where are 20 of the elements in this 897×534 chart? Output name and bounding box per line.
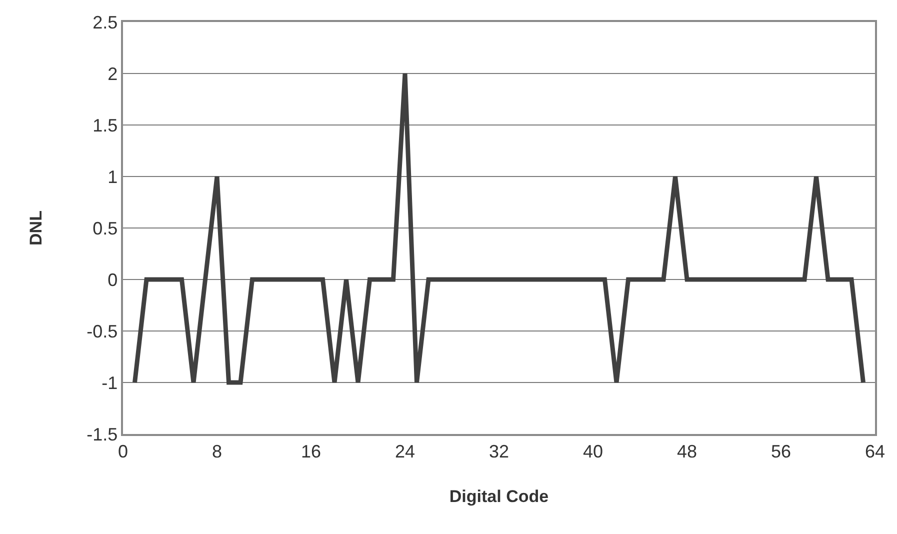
y-tick-label: 1.5	[92, 115, 118, 136]
y-tick-label: 1	[108, 166, 118, 187]
y-tick-label: 0	[108, 270, 118, 290]
y-tick-label: 2.5	[92, 12, 118, 32]
x-axis-title: Digital Code	[449, 487, 549, 506]
y-tick-label: -1	[102, 372, 118, 393]
y-tick-label: -1.5	[86, 424, 118, 444]
line-series	[132, 71, 866, 385]
x-tick-label: 24	[394, 441, 416, 462]
x-tick-label: 64	[864, 441, 886, 462]
y-tick-label: 2	[108, 64, 118, 84]
x-tick-label: 32	[488, 441, 510, 462]
y-tick-label: 0.5	[92, 218, 118, 238]
x-tick-label: 48	[676, 441, 698, 462]
x-tick-label: 16	[300, 441, 322, 462]
y-tick-label: -0.5	[86, 321, 118, 342]
y-axis-title: DNL	[26, 210, 46, 246]
x-tick-label: 8	[212, 441, 222, 462]
x-tick-label: 56	[770, 441, 792, 462]
x-tick-label: 40	[582, 441, 604, 462]
